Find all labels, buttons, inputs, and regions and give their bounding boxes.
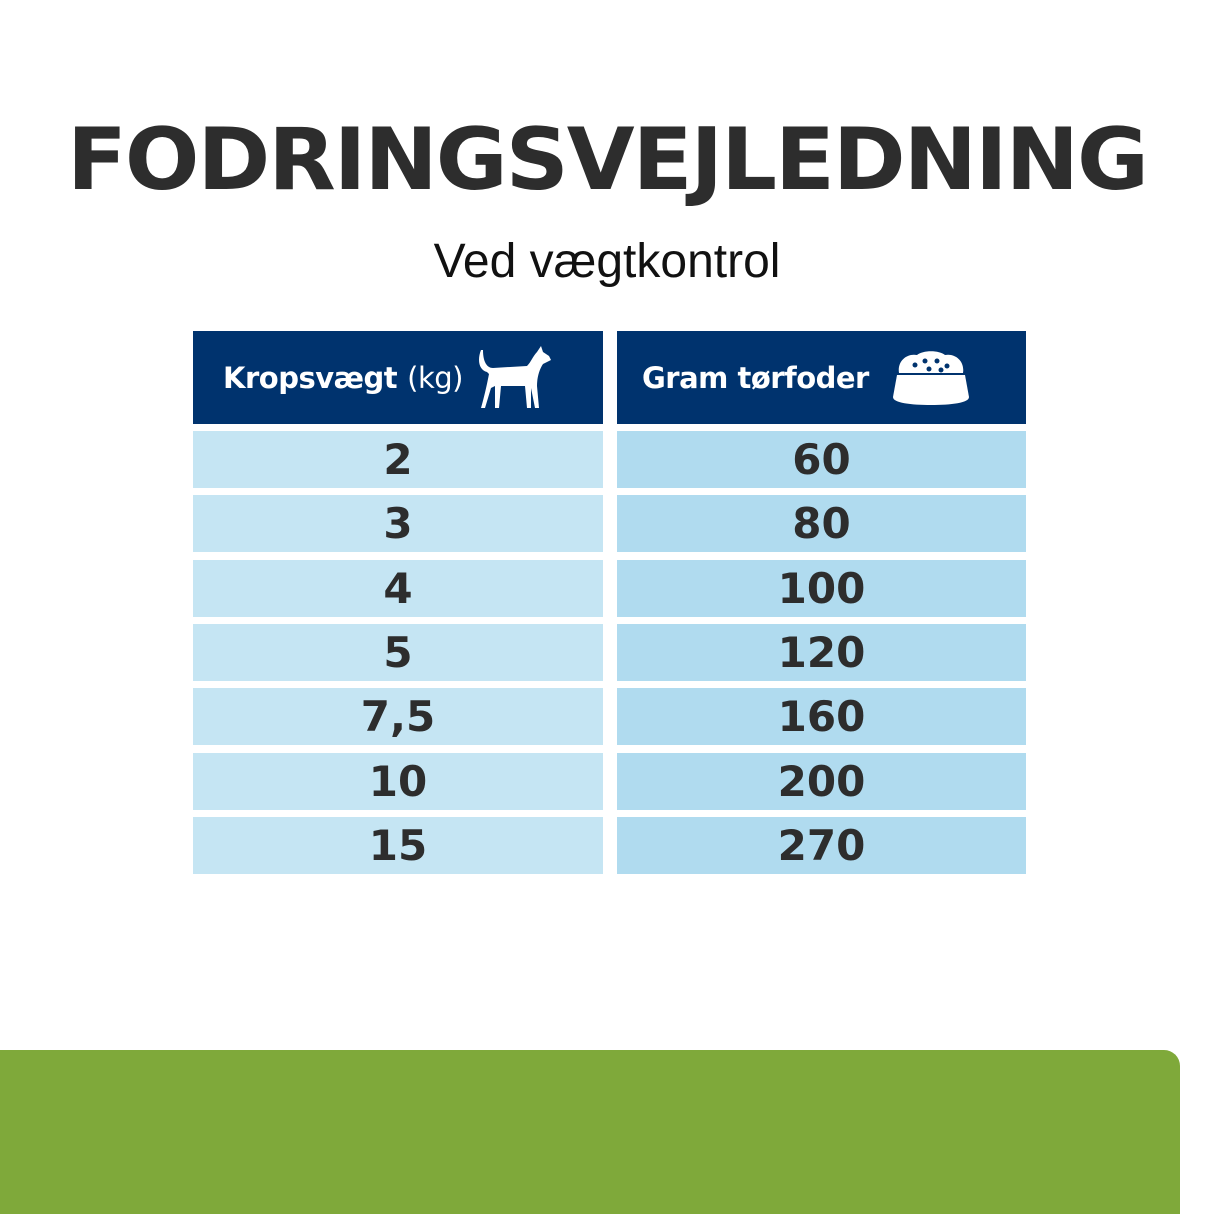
header-dry-food-grams: Gram tørfoder [617,331,1026,424]
cell-body-weight: 4 [193,559,603,617]
cell-dry-food-grams: 120 [617,623,1026,681]
cell-dry-food-grams: 270 [617,816,1026,874]
footer-band [0,1050,1180,1214]
page-subtitle: Ved vægtkontrol [433,235,781,288]
dog-icon [478,345,551,408]
cell-body-weight: 3 [193,495,603,553]
cell-body-weight: 5 [193,623,603,681]
cell-dry-food-grams: 80 [617,495,1026,553]
cell-dry-food-grams: 60 [617,431,1026,488]
cell-dry-food-grams: 160 [617,688,1026,746]
header-body-weight-label: Kropsvægt [223,360,398,395]
cell-body-weight: 2 [193,431,603,488]
page-title: FODRINGSVEJLEDNING [67,110,1149,210]
cell-dry-food-grams: 200 [617,752,1026,810]
cell-dry-food-grams: 100 [617,559,1026,617]
header-body-weight: Kropsvægt (kg) [193,331,603,424]
header-body-weight-unit: (kg) [407,360,463,395]
cell-body-weight: 7,5 [193,688,603,746]
food-bowl-icon [892,350,969,405]
cell-body-weight: 10 [193,752,603,810]
header-dry-food-label: Gram tørfoder [642,360,869,395]
cell-body-weight: 15 [193,816,603,874]
